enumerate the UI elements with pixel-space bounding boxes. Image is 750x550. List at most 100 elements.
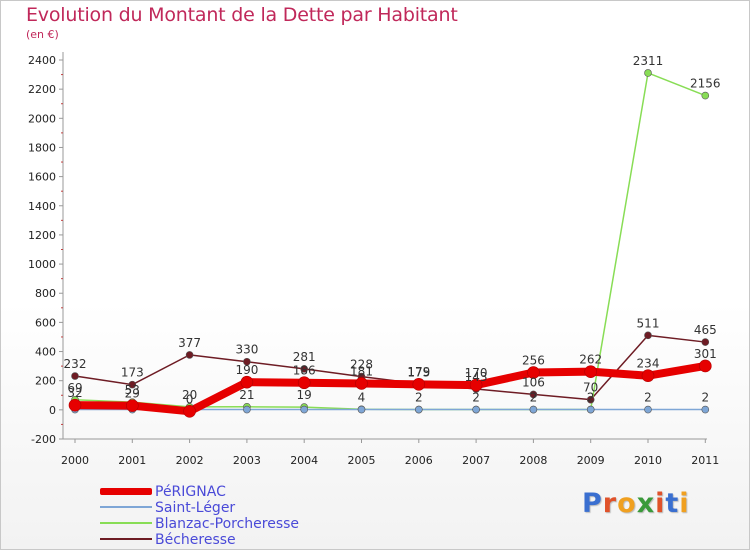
- data-label-perignac: 170: [465, 366, 488, 380]
- data-point-becheresse: [185, 351, 194, 359]
- x-tick-label: 2006: [405, 454, 433, 467]
- legend-label-blanzac-porcheresse: Blanzac-Porcheresse: [155, 516, 300, 532]
- line-chart: -200020040060080010001200140016001800200…: [28, 52, 721, 467]
- brand-letter: o: [617, 488, 637, 519]
- data-label-becheresse: 232: [64, 357, 87, 371]
- data-label-becheresse: 143: [465, 370, 488, 384]
- data-point-saint_leger: [472, 405, 480, 414]
- x-tick-label: 2010: [634, 454, 662, 467]
- brand-letter: t: [665, 488, 680, 519]
- y-tick-label: 1800: [28, 141, 56, 154]
- y-tick-label: 2400: [28, 54, 56, 67]
- data-point-saint_leger: [357, 405, 366, 414]
- data-point-saint_leger: [300, 405, 309, 414]
- legend-label-perignac: PéRIGNAC: [155, 484, 226, 500]
- data-label-blanzac: 2: [530, 391, 538, 405]
- x-tick-label: 2009: [577, 454, 605, 467]
- y-tick-label: 400: [35, 346, 56, 359]
- data-point-perignac: [355, 377, 368, 390]
- x-tick-label: 2005: [348, 454, 376, 467]
- data-label-blanzac: 2311: [633, 54, 664, 68]
- x-tick-label: 2002: [176, 454, 204, 467]
- brand-letter: i: [655, 488, 666, 519]
- data-label-becheresse: 179: [407, 365, 430, 379]
- data-point-perignac: [412, 378, 426, 391]
- data-label-perignac: 301: [694, 347, 717, 361]
- data-point-becheresse: [300, 365, 309, 373]
- y-tick-label: 1600: [28, 171, 56, 184]
- data-label-perignac: 181: [350, 364, 373, 378]
- data-label-perignac: 29: [125, 387, 140, 401]
- legend-label-becheresse: Bécheresse: [155, 532, 236, 548]
- data-point-becheresse: [586, 395, 595, 404]
- brand-letter: P: [582, 488, 603, 519]
- data-point-perignac: [527, 366, 540, 379]
- series-line-becheresse: [74, 334, 707, 401]
- y-tick-label: 2200: [28, 83, 56, 96]
- y-tick-label: 600: [35, 316, 56, 329]
- data-label-blanzac: 2: [415, 391, 423, 405]
- data-label-perignac: 0: [186, 392, 194, 406]
- data-label-becheresse: 281: [293, 350, 316, 364]
- x-tick-label: 2000: [61, 454, 89, 467]
- data-point-blanzac: [644, 69, 652, 77]
- data-label-blanzac: 2: [472, 391, 480, 405]
- brand-letter: i: [679, 488, 690, 519]
- data-point-perignac: [68, 398, 82, 412]
- legend-swatch-becheresse: [100, 538, 152, 540]
- x-tick-label: 2008: [519, 454, 547, 467]
- legend-swatch-perignac: [100, 488, 152, 495]
- data-label-blanzac: 2: [587, 391, 595, 405]
- data-point-saint_leger: [586, 405, 595, 414]
- data-label-perignac: 262: [579, 353, 602, 367]
- data-label-blanzac: 2156: [690, 77, 721, 91]
- data-label-perignac: 234: [637, 357, 660, 371]
- brand-letter: x: [636, 488, 656, 519]
- data-label-becheresse: 377: [178, 336, 201, 350]
- y-tick-label: 200: [35, 375, 56, 388]
- y-tick-label: -200: [31, 433, 56, 446]
- y-tick-label: 2000: [28, 112, 56, 125]
- y-tick-label: 1200: [28, 229, 56, 242]
- data-point-perignac: [584, 365, 598, 378]
- data-point-becheresse: [644, 331, 652, 340]
- data-label-blanzac: 21: [239, 388, 254, 402]
- data-point-perignac: [297, 376, 311, 390]
- data-label-perignac: 190: [235, 363, 258, 377]
- y-tick-label: 800: [35, 287, 56, 300]
- data-label-perignac: 175: [407, 365, 430, 379]
- data-point-saint_leger: [243, 405, 251, 414]
- y-tick-label: 1400: [28, 200, 56, 213]
- data-label-becheresse: 228: [350, 358, 373, 372]
- brand-letter: r: [602, 488, 618, 519]
- series-line-perignac: [71, 361, 710, 416]
- y-tick-label: 0: [49, 404, 56, 417]
- data-label-becheresse: 511: [637, 316, 660, 330]
- data-label-becheresse: 465: [694, 323, 717, 337]
- data-point-becheresse: [71, 372, 79, 380]
- data-label-perignac: 32: [67, 386, 82, 400]
- x-tick-label: 2004: [290, 454, 318, 467]
- data-point-becheresse: [243, 357, 251, 366]
- data-point-saint_leger: [644, 405, 652, 414]
- y-tick-label: 1000: [28, 258, 56, 271]
- x-tick-label: 2007: [462, 454, 490, 467]
- data-label-blanzac: 4: [358, 390, 366, 404]
- brand-logo: Proxiti: [582, 488, 690, 519]
- data-point-becheresse: [701, 338, 710, 346]
- data-label-blanzac: 20: [182, 388, 197, 402]
- data-label-perignac: 186: [293, 364, 316, 378]
- legend-label-saint-leger: Saint-Léger: [155, 500, 236, 516]
- data-point-perignac: [126, 399, 139, 412]
- data-label-blanzac: 53: [125, 383, 140, 397]
- data-point-perignac: [641, 369, 655, 383]
- chart-title: Evolution du Montant de la Dette par Hab…: [26, 4, 458, 26]
- data-point-saint_leger: [414, 405, 423, 414]
- series-line-blanzac: [74, 72, 707, 411]
- data-label-blanzac: 69: [67, 381, 82, 395]
- chart-subtitle: (en €): [26, 28, 59, 41]
- data-point-perignac: [469, 378, 483, 392]
- legend-swatch-blanzac-porcheresse: [100, 522, 152, 524]
- data-point-perignac: [183, 405, 196, 418]
